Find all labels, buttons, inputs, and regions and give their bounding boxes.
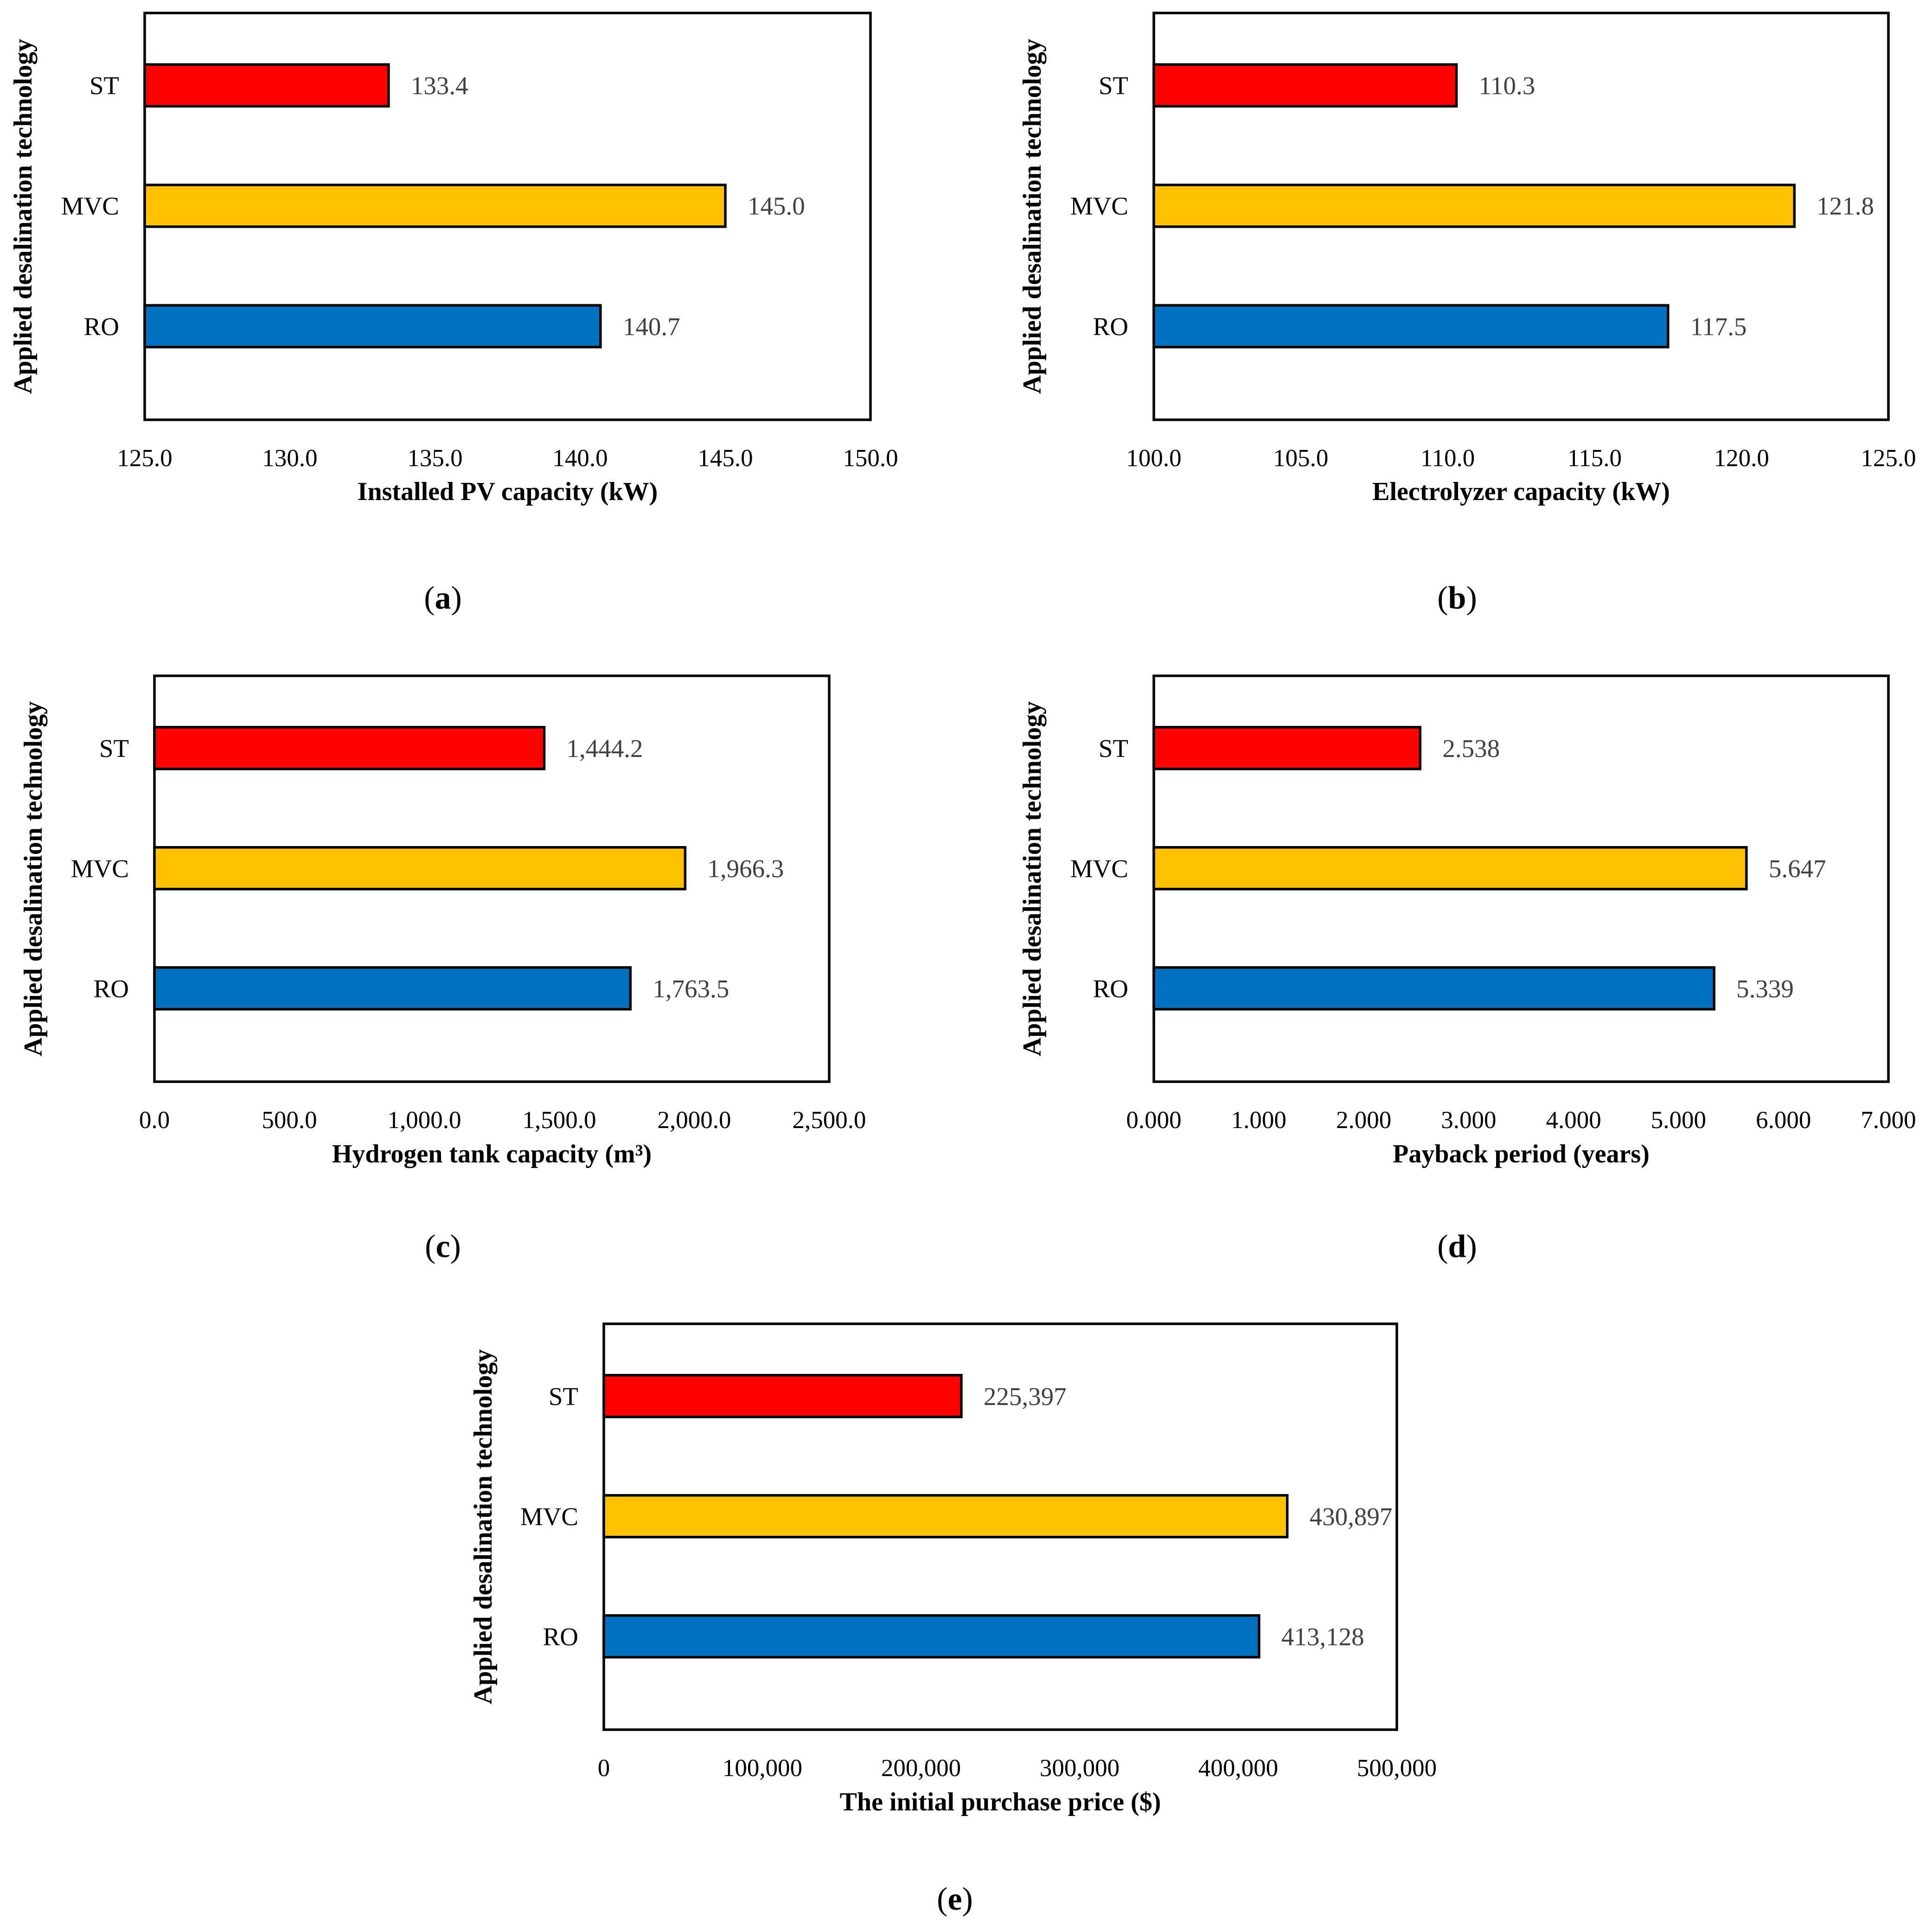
category-label-st: ST	[90, 71, 119, 100]
x-tick-label: 200,000	[881, 1755, 961, 1782]
x-tick-label: 2,500.0	[793, 1107, 866, 1134]
x-tick-label: 7.000	[1861, 1107, 1916, 1134]
y-axis-title: Applied desalination technology	[9, 39, 38, 394]
x-tick-label: 500,000	[1357, 1755, 1437, 1782]
bar-st	[602, 1374, 963, 1418]
x-tick-label: 145.0	[697, 445, 753, 472]
bar-mvc	[153, 846, 687, 891]
data-label-mvc: 121.8	[1817, 192, 1874, 220]
bar-mvc	[1152, 183, 1796, 228]
y-axis-title: Applied desalination technology	[1018, 701, 1047, 1056]
data-label-st: 133.4	[411, 71, 468, 100]
x-tick-label: 500.0	[262, 1107, 317, 1134]
x-axis-title: Payback period (years)	[1393, 1140, 1650, 1168]
bar-ro	[143, 304, 602, 349]
category-label-mvc: MVC	[520, 1502, 578, 1531]
x-tick-label: 0.000	[1126, 1107, 1181, 1134]
category-label-st: ST	[549, 1382, 578, 1411]
x-tick-label: 3.000	[1441, 1107, 1496, 1134]
chart-panel-a: 133.4 ST 145.0 MVC 140.7 RO 125.0 130.0 135.0 140…	[9, 12, 898, 616]
category-label-st: ST	[1099, 734, 1128, 763]
y-axis-title: Applied desalination technology	[19, 701, 48, 1056]
data-label-ro: 413,128	[1281, 1623, 1364, 1651]
x-tick-label: 125.0	[117, 445, 172, 472]
data-label-mvc: 1,966.3	[707, 854, 784, 883]
bar-mvc	[602, 1494, 1289, 1539]
x-tick-label: 300,000	[1040, 1755, 1120, 1782]
panel-caption: (c)	[425, 1229, 461, 1264]
category-label-st: ST	[99, 734, 129, 763]
x-tick-label: 100,000	[723, 1755, 802, 1782]
panel-caption: (e)	[937, 1881, 973, 1917]
x-tick-label: 140.0	[552, 445, 608, 472]
category-label-ro: RO	[1093, 312, 1128, 340]
data-label-st: 110.3	[1479, 71, 1535, 100]
category-label-ro: RO	[1093, 975, 1128, 1003]
x-tick-label: 115.0	[1567, 445, 1622, 472]
data-label-ro: 140.7	[623, 312, 680, 340]
x-tick-label: 6.000	[1756, 1107, 1811, 1134]
bar-ro	[602, 1614, 1260, 1659]
category-label-st: ST	[1099, 71, 1128, 100]
x-axis-title: Installed PV capacity (kW)	[358, 477, 658, 506]
chart-panel-d: 2.538 ST 5.647 MVC 5.339 RO 0.000 1.000 2.000 3.0…	[1018, 674, 1916, 1264]
bar-ro	[1152, 304, 1670, 349]
x-tick-label: 1,500.0	[523, 1107, 596, 1134]
chart-panel-e: 225,397 ST 430,897 MVC 413,128 RO 0 100,000 200,…	[469, 1322, 1437, 1917]
category-label-ro: RO	[543, 1623, 578, 1651]
x-tick-label: 1.000	[1231, 1107, 1286, 1134]
x-tick-label: 135.0	[407, 445, 462, 472]
x-axis-title: Hydrogen tank capacity (m³)	[332, 1140, 652, 1168]
bar-mvc	[1152, 846, 1748, 891]
y-axis-title: Applied desalination technology	[1018, 39, 1047, 394]
x-tick-label: 105.0	[1273, 445, 1328, 472]
x-axis-title: The initial purchase price ($)	[840, 1788, 1161, 1816]
chart-panel-c: 1,444.2 ST 1,966.3 MVC 1,763.5 RO 0.0 500.0 1,00…	[19, 674, 866, 1264]
x-tick-label: 5.000	[1651, 1107, 1706, 1134]
category-label-mvc: MVC	[1070, 192, 1128, 220]
data-label-mvc: 430,897	[1310, 1502, 1393, 1531]
category-label-ro: RO	[84, 312, 119, 340]
category-label-mvc: MVC	[71, 854, 129, 883]
x-tick-label: 0	[598, 1755, 610, 1782]
x-tick-label: 1,000.0	[388, 1107, 461, 1134]
bar-st	[1152, 63, 1458, 108]
data-label-ro: 5.339	[1736, 975, 1794, 1003]
x-tick-label: 2.000	[1336, 1107, 1391, 1134]
x-tick-label: 130.0	[262, 445, 317, 472]
data-label-mvc: 145.0	[748, 192, 805, 220]
data-label-st: 2.538	[1442, 734, 1500, 763]
bar-st	[143, 63, 390, 108]
x-tick-label: 125.0	[1861, 445, 1916, 472]
bar-st	[153, 726, 546, 770]
data-label-mvc: 5.647	[1769, 854, 1826, 883]
category-label-mvc: MVC	[61, 192, 119, 220]
category-label-ro: RO	[94, 975, 129, 1003]
x-axis-title: Electrolyzer capacity (kW)	[1372, 477, 1670, 506]
bar-ro	[153, 966, 632, 1011]
x-tick-label: 100.0	[1126, 445, 1181, 472]
data-label-ro: 1,763.5	[653, 975, 729, 1003]
bar-st	[1152, 726, 1422, 770]
panel-caption: (b)	[1437, 580, 1477, 616]
x-tick-label: 150.0	[843, 445, 898, 472]
bar-mvc	[143, 183, 727, 228]
x-tick-label: 0.0	[139, 1107, 170, 1134]
panel-caption: (d)	[1437, 1229, 1477, 1264]
data-label-ro: 117.5	[1690, 312, 1747, 340]
bar-ro	[1152, 966, 1715, 1011]
x-tick-label: 4.000	[1546, 1107, 1601, 1134]
x-tick-label: 2,000.0	[658, 1107, 731, 1134]
y-axis-title: Applied desalination technology	[469, 1349, 498, 1704]
panel-caption: (a)	[424, 580, 462, 616]
chart-panel-b: 110.3 ST 121.8 MVC 117.5 RO 100.0 105.0 110.0 115…	[1018, 12, 1916, 616]
x-tick-label: 110.0	[1420, 445, 1475, 472]
x-tick-label: 120.0	[1714, 445, 1769, 472]
data-label-st: 1,444.2	[567, 734, 643, 763]
data-label-st: 225,397	[984, 1382, 1067, 1411]
x-tick-label: 400,000	[1198, 1755, 1278, 1782]
category-label-mvc: MVC	[1070, 854, 1128, 883]
